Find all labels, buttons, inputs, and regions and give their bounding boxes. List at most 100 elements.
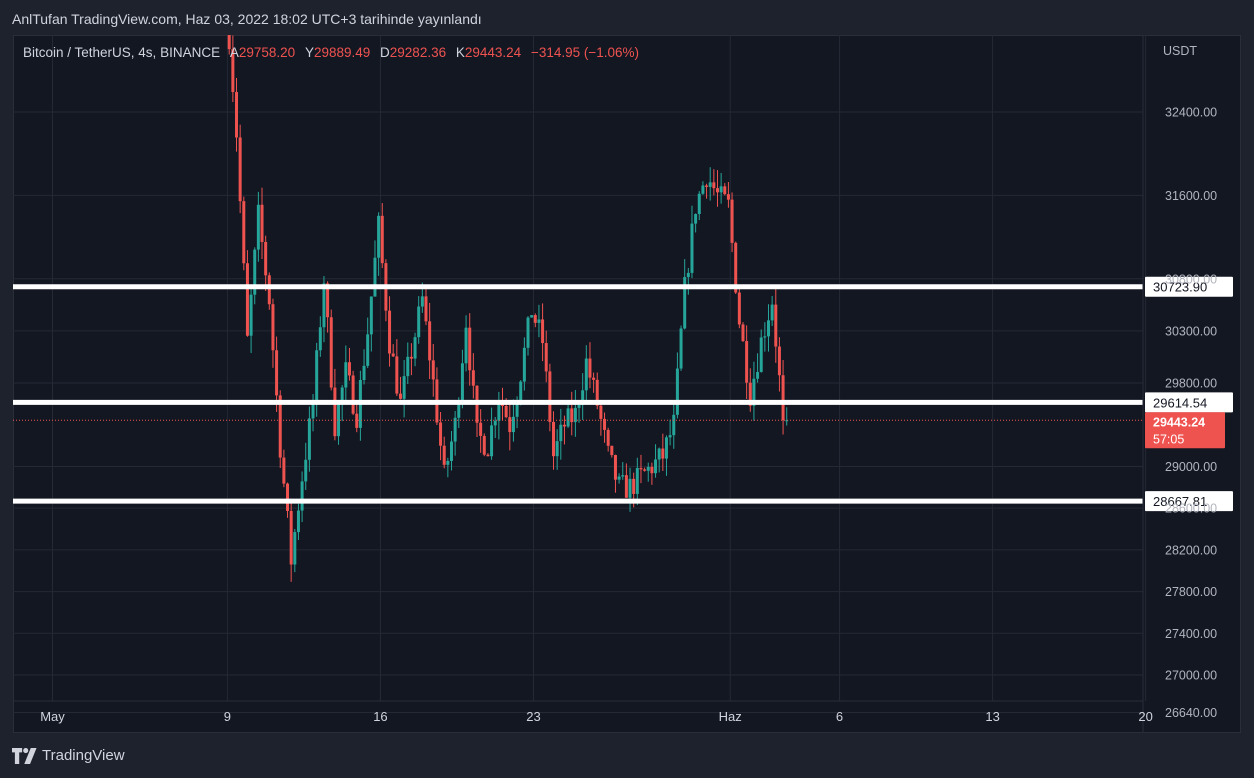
candle-body (756, 371, 760, 379)
time-axis[interactable]: May 9 16 23 Haz 6 13 20 (13, 700, 1153, 724)
candle-body (763, 336, 767, 338)
horizontal-levels[interactable]: 30723.90 29614.54 28667.81 (13, 276, 1233, 512)
candle-body (424, 296, 428, 322)
candle-body (613, 455, 617, 480)
candle-body (282, 457, 286, 484)
low-label: D (380, 45, 390, 60)
candle-body (577, 404, 581, 408)
candle-body (719, 186, 723, 193)
candle-body (635, 468, 639, 494)
low-value: 29282.36 (389, 45, 447, 60)
candle-body (726, 194, 730, 200)
open-label: A (229, 45, 239, 60)
candle-body (697, 193, 701, 215)
candle-body (344, 362, 348, 388)
candle-body (497, 400, 501, 421)
candle-body (377, 215, 381, 258)
tradingview-logo-icon (12, 747, 37, 764)
candle-body (457, 402, 461, 418)
candle-body (493, 420, 497, 426)
candle-body (304, 459, 308, 482)
candle-body (552, 421, 556, 457)
candle-body (785, 420, 789, 422)
level-label: 29614.54 (1153, 395, 1207, 410)
candle-body (318, 327, 322, 351)
time-tick-label: 20 (1138, 709, 1152, 724)
candle-body (664, 437, 668, 459)
candle-body (482, 435, 486, 455)
chart-grid (13, 35, 1147, 713)
last-price-badge: 29443.24 57:05 (1145, 412, 1225, 449)
price-tick-label: 28600.00 (1165, 502, 1217, 516)
close-value: 29443.24 (464, 45, 522, 60)
candle-body (417, 306, 421, 338)
candle-body (519, 381, 523, 401)
time-tick-label: 23 (526, 709, 540, 724)
candle-body (260, 204, 264, 242)
candle-body (541, 319, 545, 344)
candle-body (286, 483, 290, 511)
candle-body (533, 315, 537, 323)
time-tick-label: 9 (224, 709, 231, 724)
high-label: Y (304, 45, 314, 60)
candle-body (231, 49, 235, 93)
candle-body (337, 403, 341, 437)
candle-body (235, 92, 239, 138)
candle-body (362, 365, 366, 380)
candle-body (479, 422, 483, 436)
candle-body (686, 272, 690, 278)
candle-body (566, 408, 570, 427)
candle-body (712, 182, 716, 189)
candle-body (701, 185, 705, 194)
candle-body (347, 362, 351, 376)
last-price-value: 29443.24 (1153, 415, 1205, 429)
candle-body (730, 199, 734, 243)
candle-body (741, 324, 745, 342)
candle-body (745, 341, 749, 383)
candle-body (774, 304, 778, 347)
candle-body (632, 478, 636, 494)
candle-body (508, 417, 512, 433)
symbol-legend: Bitcoin / TetherUS, 4s, BINANCE A29758.2… (23, 45, 639, 60)
candle-body (355, 413, 359, 428)
candle-body (391, 353, 395, 357)
candle-body (559, 424, 563, 442)
candlestick-chart[interactable]: 30723.90 29614.54 28667.81 USDT 32400.00 31… (13, 35, 1241, 733)
candle-body (683, 277, 687, 329)
candle-body (537, 319, 541, 323)
time-tick-label: Haz (719, 709, 742, 724)
candle-body (603, 418, 607, 430)
candle-body (329, 317, 333, 388)
time-tick-label: 6 (836, 709, 843, 724)
candle-body (544, 343, 548, 372)
candle-body (628, 478, 632, 498)
candle-body (781, 375, 785, 421)
candle-body (646, 466, 650, 471)
candle-body (723, 186, 727, 195)
candle-body (431, 360, 435, 380)
price-tick-label: 30300.00 (1165, 324, 1217, 338)
candle-body (675, 368, 679, 415)
candle-body (522, 347, 526, 382)
price-tick-label: 27000.00 (1165, 668, 1217, 682)
candle-body (380, 215, 384, 264)
price-axis[interactable]: USDT 32400.00 31600.00 30800.00 30300.00 298… (1142, 35, 1217, 733)
candle-body (570, 408, 574, 423)
candle-body (588, 358, 592, 378)
candle-body (373, 257, 377, 297)
high-value: 29889.49 (313, 45, 371, 60)
candle-body (409, 356, 413, 359)
candle-body (449, 441, 453, 461)
candle-body (468, 327, 472, 371)
candle-body (402, 376, 406, 399)
chart-pane[interactable] (13, 35, 1241, 733)
candle-body (504, 406, 508, 418)
candle-body (406, 356, 410, 377)
symbol-name[interactable]: Bitcoin / TetherUS, 4s, BINANCE (23, 45, 221, 60)
level-label: 30723.90 (1153, 280, 1207, 295)
level-label-bg (1145, 491, 1233, 512)
candle-body (333, 387, 337, 437)
candle-body (584, 358, 588, 391)
price-tick-label: 27400.00 (1165, 627, 1217, 641)
footer-brand[interactable]: TradingView (12, 747, 125, 764)
